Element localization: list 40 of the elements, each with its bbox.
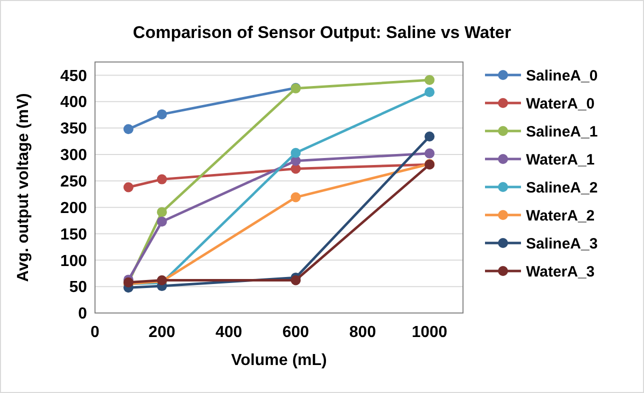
point <box>290 275 301 286</box>
point <box>123 182 134 192</box>
legend-label: WaterA_3 <box>526 263 595 280</box>
legend-label: WaterA_0 <box>526 95 595 112</box>
point <box>156 109 167 120</box>
point <box>424 132 435 142</box>
y-tick-label: 400 <box>60 94 88 112</box>
point <box>156 216 167 227</box>
point <box>290 192 301 202</box>
point <box>424 148 435 158</box>
y-tick-label: 300 <box>60 147 88 164</box>
x-tick-label: 0 <box>90 324 100 341</box>
x-tick-label: 400 <box>215 324 242 341</box>
y-tick-label: 150 <box>60 226 88 244</box>
y-tick-label: 350 <box>60 120 88 138</box>
legend-label: WaterA_2 <box>526 207 595 224</box>
point <box>424 87 435 98</box>
y-axis-title: Avg. output voltage (mV) <box>15 93 32 282</box>
y-tick-label: 200 <box>60 200 88 217</box>
y-tick-label: 0 <box>78 306 88 323</box>
y-tick-label: 100 <box>60 252 88 270</box>
x-tick-label: 200 <box>148 324 176 341</box>
point <box>123 124 134 134</box>
legend-label: WaterA_1 <box>526 151 595 168</box>
legend-label: SalineA_3 <box>526 235 598 252</box>
legend-label: SalineA_2 <box>526 179 598 196</box>
point <box>424 74 435 85</box>
legend-label: SalineA_0 <box>526 67 598 84</box>
point <box>290 148 301 158</box>
legend-label: SalineA_1 <box>526 123 598 140</box>
x-tick-label: 800 <box>349 324 376 341</box>
point <box>156 174 167 184</box>
x-tick-label: 600 <box>282 324 310 341</box>
y-tick-label: 450 <box>60 68 88 85</box>
x-tick-label: 1000 <box>412 324 448 341</box>
y-tick-label: 50 <box>69 279 88 296</box>
point <box>156 207 167 218</box>
chart-title: Comparison of Sensor Output: Saline vs Water <box>132 23 512 42</box>
y-tick-label: 250 <box>60 173 88 190</box>
x-axis-title: Volume (mL) <box>231 352 327 369</box>
